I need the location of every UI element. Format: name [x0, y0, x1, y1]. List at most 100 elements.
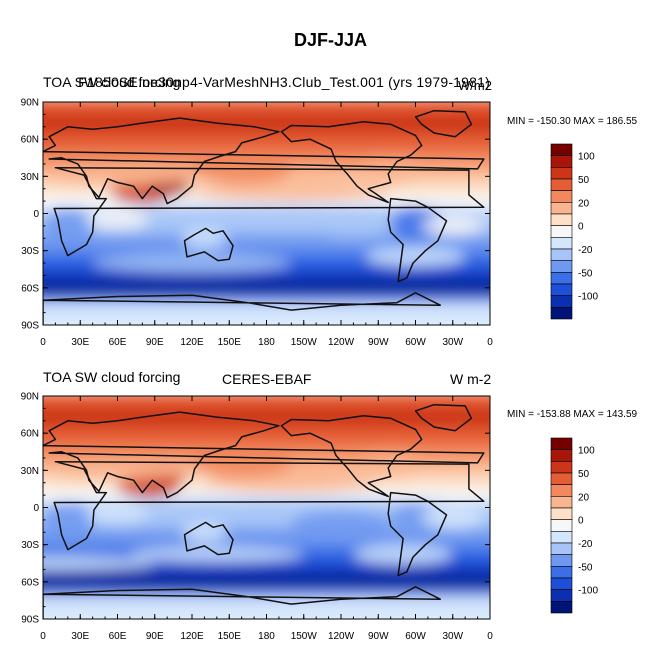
panel2-field: [43, 396, 490, 619]
x-tick-label: 90E: [146, 631, 164, 642]
colorbar-label: 100: [578, 152, 595, 163]
colorbar-label: -50: [578, 268, 593, 279]
colorbar-swatch: [550, 589, 573, 602]
panel2-field-layers: [43, 396, 490, 619]
field-anomaly-14: [353, 544, 453, 565]
panel2-minmax: MIN = -153.88 MAX = 143.59: [507, 409, 638, 420]
field-anomaly-13: [92, 253, 292, 273]
x-tick-label: 180: [258, 631, 275, 642]
field-anomaly-8: [421, 215, 484, 236]
coastline-north-america: [280, 121, 423, 204]
x-tick-label: 0: [487, 337, 493, 348]
panel2-map: 0 30E 60E 90E 120E 150E 180 150W 120W 90W 60W 30W 09…: [21, 392, 494, 643]
colorbar-swatch: [550, 178, 573, 191]
x-tick-label: 180: [258, 337, 275, 348]
x-tick-label: 150W: [291, 631, 318, 642]
colorbar-label: 0: [578, 222, 584, 233]
panel1-field: [43, 102, 490, 325]
field-anomaly-11: [192, 452, 292, 478]
y-tick-label: 0: [33, 209, 39, 220]
panel2-left-title: TOA SW cloud forcing: [43, 369, 181, 385]
coastline-greenland: [414, 403, 473, 432]
y-tick-label: 30N: [21, 466, 39, 477]
field-anomaly-6: [390, 206, 441, 241]
colorbar-label: 50: [578, 469, 590, 480]
colorbar-swatch: [550, 507, 573, 520]
colorbar-label: -20: [578, 245, 593, 256]
colorbar-swatch: [550, 248, 573, 261]
colorbar-swatch: [550, 577, 573, 590]
colorbar-swatch: [550, 272, 573, 285]
colorbar-swatch: [550, 554, 573, 567]
colorbar-label: 50: [578, 175, 590, 186]
field-band-15: [43, 302, 490, 325]
field-anomaly-15: [43, 555, 155, 571]
x-tick-label: 30W: [442, 631, 463, 642]
x-tick-label: 60W: [405, 631, 426, 642]
field-anomaly-1: [291, 509, 391, 535]
x-tick-label: 60W: [405, 337, 426, 348]
field-anomaly-9: [86, 503, 149, 524]
field-anomaly-2: [204, 472, 379, 493]
field-anomaly-9: [86, 209, 149, 230]
field-anomaly-10: [43, 460, 192, 481]
panel1-center-title: F1850SE.ne30np4-VarMeshNH3.Club_Test.001…: [78, 74, 490, 90]
colorbar-swatch: [550, 202, 573, 215]
colorbar-swatch: [550, 213, 573, 226]
x-tick-label: 30E: [71, 337, 89, 348]
y-tick-label: 60N: [21, 429, 39, 440]
field-anomaly-10: [43, 166, 192, 187]
colorbar-label: -100: [578, 586, 598, 597]
x-tick-label: 150E: [218, 631, 242, 642]
coastline-eurasia: [43, 411, 485, 499]
panel1-map: 0 30E 60E 90E 120E 150E 180 150W 120W 90W 60W 30W 09…: [21, 98, 494, 349]
x-tick-label: 120E: [180, 631, 204, 642]
panel1-colorbar: 100 50 20 0 -20 -50 -100: [550, 143, 598, 320]
coastline-eurasia: [43, 117, 485, 205]
field-anomaly-8: [421, 505, 484, 530]
colorbar-label: -20: [578, 539, 593, 550]
coastline-antarctica: [43, 292, 442, 325]
panel1-units: W/m2: [458, 78, 492, 93]
colorbar-swatch: [550, 531, 573, 544]
colorbar-swatch: [550, 307, 573, 320]
colorbar-swatch: [550, 167, 573, 180]
x-tick-label: 0: [487, 631, 493, 642]
y-tick-label: 60N: [21, 135, 39, 146]
coastline-antarctica: [43, 586, 442, 619]
colorbar-label: 100: [578, 446, 595, 457]
panel2-colorbar: 100 50 20 0 -20 -50 -100: [550, 437, 598, 614]
coastline-south-america: [387, 491, 448, 577]
x-tick-label: 0: [40, 631, 46, 642]
x-tick-label: 120W: [328, 631, 355, 642]
figure-title: DJF-JJA: [293, 30, 368, 50]
field-anomaly-1: [316, 218, 391, 239]
y-tick-label: 30N: [21, 172, 39, 183]
y-tick-label: 90S: [21, 321, 39, 332]
colorbar-swatch: [550, 225, 573, 238]
panel2-units: W m-2: [450, 371, 492, 387]
colorbar-label: 20: [578, 492, 590, 503]
coastline-australia: [183, 227, 234, 262]
panel2-center-title: CERES-EBAF: [222, 371, 312, 387]
colorbar-label: 20: [578, 198, 590, 209]
y-tick-label: 60S: [21, 577, 39, 588]
coastline-australia: [183, 521, 234, 556]
colorbar-swatch: [550, 295, 573, 308]
panel1-minmax: MIN = -150.30 MAX = 186.55: [507, 116, 638, 127]
x-tick-label: 150E: [218, 337, 242, 348]
colorbar-label: -100: [578, 292, 598, 303]
field-anomaly-5: [43, 501, 93, 539]
colorbar-swatch: [550, 260, 573, 273]
colorbar-swatch: [550, 237, 573, 250]
field-anomaly-14: [365, 246, 466, 267]
y-tick-label: 0: [33, 503, 39, 514]
coastline-greenland: [414, 109, 473, 138]
coastline-south-america: [387, 197, 448, 283]
colorbar-swatch: [550, 461, 573, 474]
field-anomaly-2: [192, 181, 391, 202]
field-anomaly-5: [43, 207, 93, 245]
y-tick-label: 90N: [21, 98, 39, 109]
y-tick-label: 30S: [21, 246, 39, 257]
x-tick-label: 150W: [291, 337, 318, 348]
